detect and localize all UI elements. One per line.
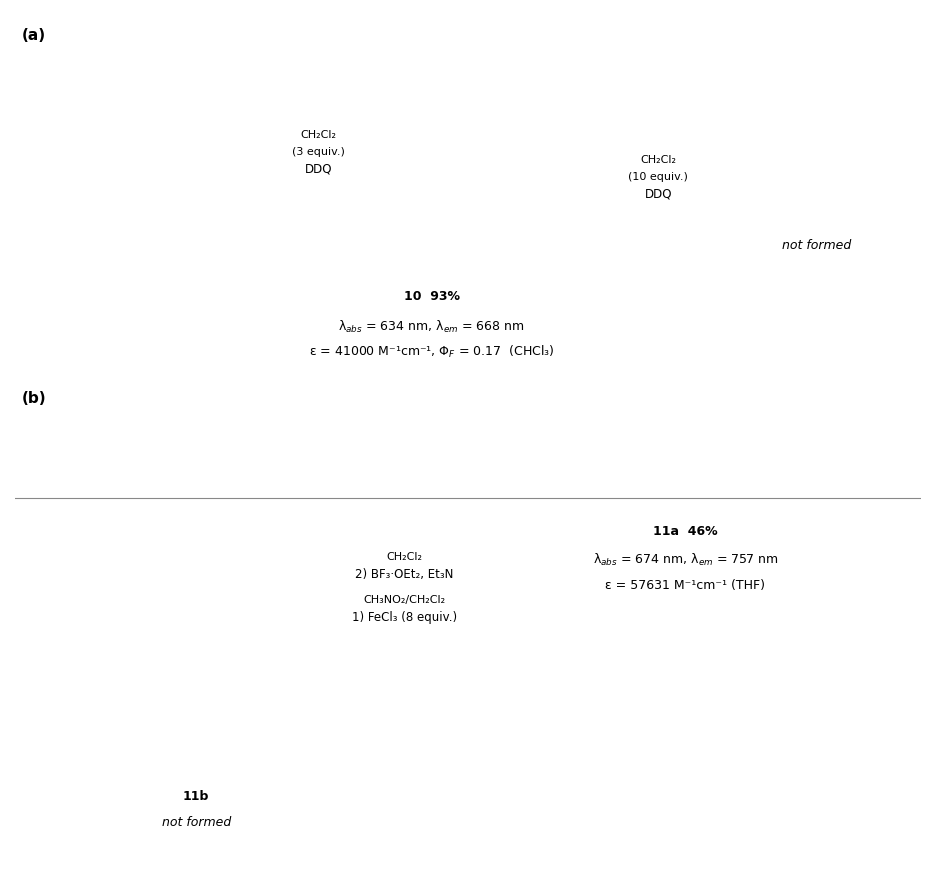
Text: CH₂Cl₂: CH₂Cl₂	[387, 552, 422, 562]
Text: (b): (b)	[22, 391, 47, 406]
Text: λ$_{abs}$ = 674 nm, λ$_{em}$ = 757 nm: λ$_{abs}$ = 674 nm, λ$_{em}$ = 757 nm	[592, 552, 779, 568]
Text: not formed: not formed	[162, 816, 231, 828]
Text: DDQ: DDQ	[645, 187, 672, 201]
Text: CH₂Cl₂: CH₂Cl₂	[300, 130, 337, 140]
Text: λ$_{abs}$ = 634 nm, λ$_{em}$ = 668 nm: λ$_{abs}$ = 634 nm, λ$_{em}$ = 668 nm	[339, 318, 525, 335]
Text: (10 equiv.): (10 equiv.)	[628, 172, 688, 182]
Text: ε = 57631 M⁻¹cm⁻¹ (THF): ε = 57631 M⁻¹cm⁻¹ (THF)	[606, 579, 766, 592]
Text: CH₃NO₂/CH₂Cl₂: CH₃NO₂/CH₂Cl₂	[363, 595, 446, 605]
Text: (3 equiv.): (3 equiv.)	[292, 147, 345, 156]
Text: not formed: not formed	[782, 239, 852, 252]
Text: ε = 41000 M⁻¹cm⁻¹, Φ$_F$ = 0.17  (CHCl₃): ε = 41000 M⁻¹cm⁻¹, Φ$_F$ = 0.17 (CHCl₃)	[309, 344, 554, 361]
Text: (a): (a)	[22, 27, 47, 42]
Text: 2) BF₃·OEt₂, Et₃N: 2) BF₃·OEt₂, Et₃N	[356, 568, 454, 581]
Text: 1) FeCl₃ (8 equiv.): 1) FeCl₃ (8 equiv.)	[352, 611, 457, 623]
Text: 11a  46%: 11a 46%	[653, 525, 718, 538]
Text: 10  93%: 10 93%	[403, 290, 460, 303]
Text: CH₂Cl₂: CH₂Cl₂	[640, 156, 676, 165]
Text: 11b: 11b	[183, 790, 210, 803]
Text: DDQ: DDQ	[305, 163, 332, 175]
